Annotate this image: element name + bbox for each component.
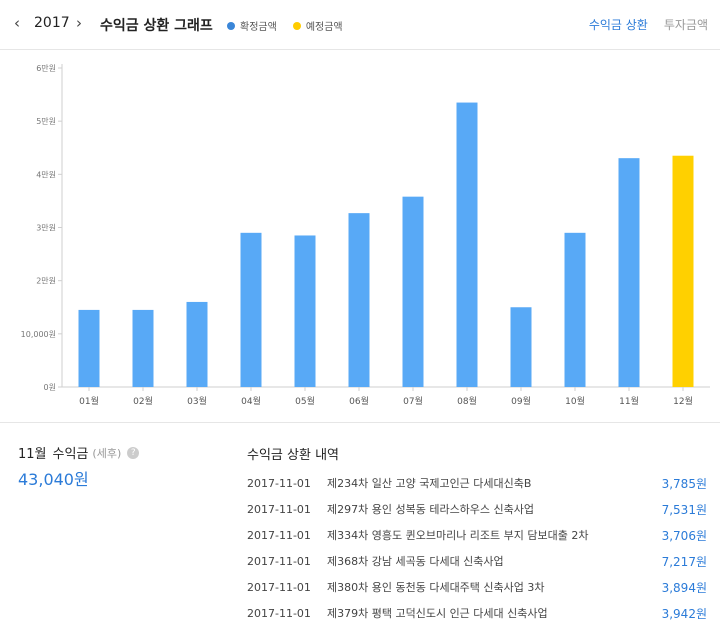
y-tick-label: 10,000원 [21,330,56,339]
section-divider [0,422,720,423]
history-desc[interactable]: 제380차 용인 동천동 다세대주택 신축사업 3차 [327,581,545,594]
history-list: 2017-11-01 제234차 일산 고양 국제고인근 다세대신축B 3,78… [247,470,707,626]
summary-tax-note: (세후) [92,446,122,460]
y-tick-label: 0원 [44,383,56,392]
history-date: 2017-11-01 [247,502,311,516]
history-date: 2017-11-01 [247,528,311,542]
chevron-left-icon[interactable]: ‹ [14,14,20,32]
summary-amount: 43,040원 [18,470,89,489]
history-date: 2017-11-01 [247,580,311,594]
bar-02월 [132,309,154,387]
x-tick-label: 11월 [619,395,639,407]
x-tick-label: 12월 [673,395,693,407]
x-tick-label: 07월 [403,395,423,407]
chevron-right-icon[interactable]: › [76,14,82,32]
history-desc[interactable]: 제368차 강남 세곡동 다세대 신축사업 [327,555,504,568]
history-row: 2017-11-01 제234차 일산 고양 국제고인근 다세대신축B 3,78… [247,470,707,496]
x-tick-label: 09월 [511,395,531,407]
bar-10월 [564,232,586,387]
history-row: 2017-11-01 제380차 용인 동천동 다세대주택 신축사업 3차 3,… [247,574,707,600]
bar-01월 [78,309,100,387]
y-tick-label: 2만원 [36,277,56,286]
history-amount: 3,942원 [661,606,707,621]
summary-month: 11월 [18,447,47,462]
history-amount: 7,531원 [661,502,707,517]
legend-dot-icon [292,21,301,30]
bar-07월 [402,196,424,387]
bar-11월 [618,158,640,387]
history-date: 2017-11-01 [247,606,311,620]
legend: 확정금액 예정금액 [227,18,359,33]
legend-label-confirmed: 확정금액 [240,22,277,33]
history-title: 수익금 상환 내역 [247,448,339,463]
x-tick-label: 06월 [349,395,369,407]
x-tick-label: 08월 [457,395,477,407]
bar-06월 [348,213,370,387]
x-tick-label: 05월 [295,395,315,407]
x-tick-label: 04월 [241,395,261,407]
bar-09월 [510,307,532,387]
legend-item-expected: 예정금액 [292,18,343,33]
history-row: 2017-11-01 제297차 용인 성복동 테라스하우스 신축사업 7,53… [247,496,707,522]
bar-08월 [456,102,478,387]
history-row: 2017-11-01 제368차 강남 세곡동 다세대 신축사업 7,217원 [247,548,707,574]
summary-label: 수익금 [52,447,89,462]
x-tick-label: 10월 [565,395,585,407]
history-date: 2017-11-01 [247,476,311,490]
question-icon[interactable]: ? [127,446,140,459]
legend-label-expected: 예정금액 [305,22,343,33]
chart-title: 수익금 상환 그래프 [100,18,213,34]
bar-04월 [240,232,262,387]
history-amount: 3,894원 [661,580,707,595]
history-date: 2017-11-01 [247,554,311,568]
history-desc[interactable]: 제234차 일산 고양 국제고인근 다세대신축B [327,477,532,490]
history-desc[interactable]: 제379차 평택 고덕신도시 인근 다세대 신축사업 [327,607,548,620]
tab-repayment[interactable]: 수익금 상환 [588,18,648,32]
bar-03월 [186,301,208,387]
history-amount: 3,785원 [661,476,707,491]
history-amount: 7,217원 [661,554,707,569]
y-tick-label: 5만원 [36,117,56,126]
bar-05월 [294,235,316,387]
repayment-bar-chart: 0원 10,000원 2만원 3만원 4만원 5만원 6만원 01월 02월 03월 04월 05월 0… [21,64,710,407]
history-desc[interactable]: 제297차 용인 성복동 테라스하우스 신축사업 [327,503,535,516]
summary-heading: 11월 수익금 (세후) ? [18,443,140,462]
bar-12월 [672,155,694,387]
view-tabs: 수익금 상환 투자금액 [573,16,708,33]
y-tick-label: 6만원 [36,64,56,73]
history-amount: 3,706원 [661,528,707,543]
legend-item-confirmed: 확정금액 [227,18,277,33]
legend-dot-icon [227,21,235,30]
year-label: 2017 [34,15,70,31]
history-desc[interactable]: 제334차 영흥도 퀸오브마리나 리조트 부지 담보대출 2차 [327,529,589,542]
x-tick-label: 01월 [79,395,99,407]
chart-header: ‹ 2017 › 수익금 상환 그래프 확정금액 예정금액 수익금 상환 투자금… [0,0,720,50]
y-tick-label: 3만원 [36,224,56,233]
history-row: 2017-11-01 제334차 영흥도 퀸오브마리나 리조트 부지 담보대출 … [247,522,707,548]
history-row: 2017-11-01 제379차 평택 고덕신도시 인근 다세대 신축사업 3,… [247,600,707,626]
x-tick-label: 02월 [133,395,153,407]
x-tick-label: 03월 [187,395,207,407]
y-tick-label: 4만원 [36,170,56,179]
tab-investment[interactable]: 투자금액 [663,18,708,32]
